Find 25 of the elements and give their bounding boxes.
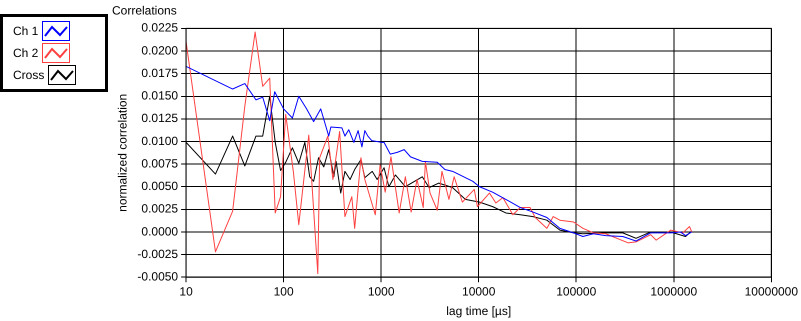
y-axis-title: normalized correlation: [116, 94, 130, 212]
y-tick-label: 0.0125: [141, 111, 178, 126]
x-tick-label: 10000: [462, 284, 496, 299]
y-tick-label: 0.0150: [141, 88, 178, 103]
x-tick-label: 10: [179, 284, 194, 299]
y-tick-label: 0.0050: [141, 179, 178, 194]
y-tick-label: 0.0200: [141, 43, 178, 58]
x-tick-label: 1000: [368, 284, 395, 299]
legend-label: Ch 1: [13, 24, 38, 38]
x-tick-label: 1000000: [650, 284, 698, 299]
y-tick-label: 0.0025: [141, 202, 178, 216]
y-tick-label: 0.0000: [141, 224, 178, 238]
x-tick-label: 100: [274, 284, 294, 299]
y-tick-label: 0.0225: [141, 20, 178, 35]
y-tick-label: -0.0025: [137, 246, 178, 261]
y-tick-label: 0.0175: [141, 66, 178, 80]
legend-label: Cross: [13, 68, 44, 82]
x-tick-label: 100000: [556, 284, 597, 299]
x-axis-title: lag time [µs]: [446, 304, 512, 318]
chart-title: Correlations: [112, 4, 177, 18]
y-tick-label: 0.0100: [141, 134, 178, 148]
x-tick-label: 10000000: [744, 284, 798, 299]
y-tick-label: -0.0050: [137, 270, 178, 284]
legend-label: Ch 2: [13, 46, 38, 60]
y-tick-label: 0.0075: [141, 156, 178, 170]
